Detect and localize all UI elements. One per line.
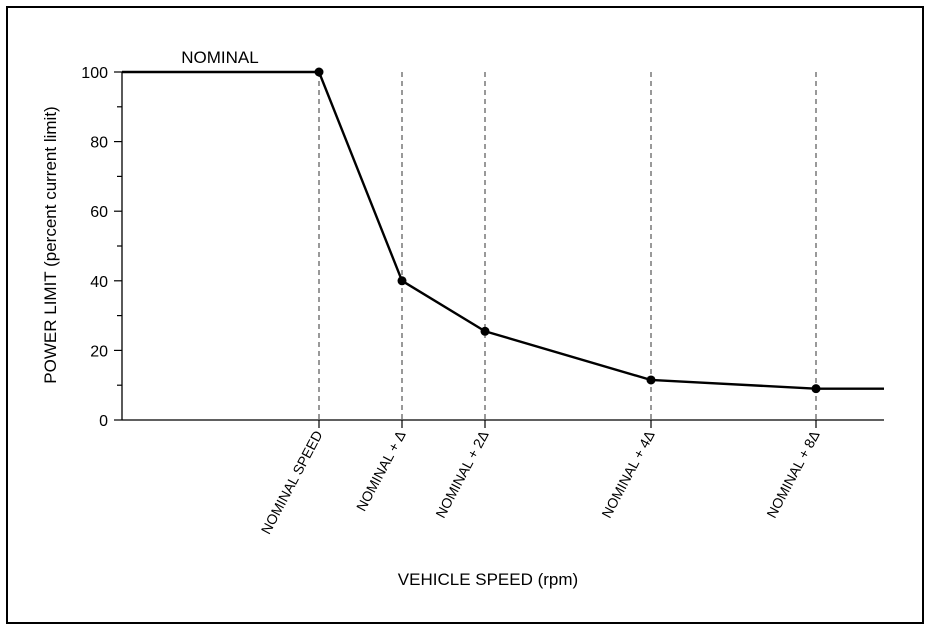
y-tick-label: 0 bbox=[99, 413, 108, 430]
y-tick-label: 60 bbox=[90, 204, 108, 221]
data-point bbox=[397, 276, 407, 286]
y-tick-label: 40 bbox=[90, 274, 108, 291]
y-tick-label: 80 bbox=[90, 135, 108, 152]
power-limit-series bbox=[122, 67, 884, 394]
data-point bbox=[811, 384, 821, 394]
category-gridlines bbox=[318, 72, 817, 428]
x-category-label: NOMINAL + 4Δ bbox=[598, 428, 657, 521]
nominal-annotation: NOMINAL bbox=[181, 48, 258, 67]
x-category-label: NOMINAL + Δ bbox=[353, 428, 409, 514]
y-axis-title: POWER LIMIT (percent current limit) bbox=[41, 106, 60, 383]
x-category-label: NOMINAL + 8Δ bbox=[763, 428, 822, 521]
y-tick-label: 20 bbox=[90, 343, 108, 360]
x-category-label: NOMINAL SPEED bbox=[258, 428, 326, 537]
data-point bbox=[646, 375, 656, 385]
data-point bbox=[314, 67, 324, 77]
x-category-label: NOMINAL + 2Δ bbox=[432, 428, 491, 521]
y-axis: 0 20 40 60 80 100 bbox=[81, 65, 884, 430]
chart-frame bbox=[6, 6, 924, 624]
x-category-labels: NOMINAL SPEED NOMINAL + Δ NOMINAL + 2Δ NOMI… bbox=[258, 428, 823, 537]
y-tick-label: 100 bbox=[81, 65, 108, 82]
data-point bbox=[480, 326, 490, 336]
series-line bbox=[122, 70, 884, 390]
x-axis-title: VEHICLE SPEED (rpm) bbox=[398, 570, 578, 589]
